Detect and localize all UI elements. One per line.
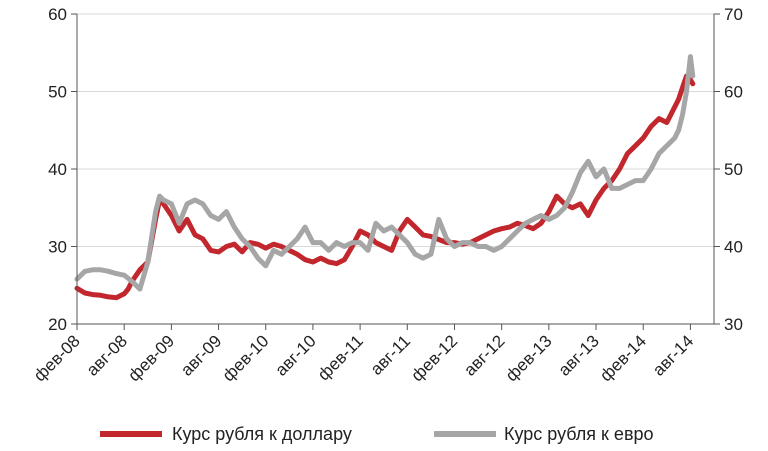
right-y-axis-ticks: 30 40 50 60 70 bbox=[714, 5, 743, 334]
x-tick-label: авг-14 bbox=[649, 331, 697, 379]
left-tick-label: 50 bbox=[48, 83, 67, 102]
right-tick-label: 70 bbox=[724, 5, 743, 24]
left-tick-label: 40 bbox=[48, 160, 67, 179]
series-line-eur bbox=[74, 54, 696, 292]
left-y-axis-ticks: 20 30 40 50 60 bbox=[48, 5, 77, 334]
legend-label-eur: Курс рубля к евро bbox=[504, 424, 654, 444]
right-tick-label: 40 bbox=[724, 238, 743, 257]
x-tick-label: авг-10 bbox=[271, 331, 319, 379]
series-lines bbox=[74, 54, 696, 301]
legend-label-usd: Курс рубля к доллару bbox=[172, 424, 352, 444]
legend: Курс рубля к доллару Курс рубля к евро bbox=[100, 424, 654, 444]
right-tick-label: 50 bbox=[724, 160, 743, 179]
left-tick-label: 20 bbox=[48, 315, 67, 334]
x-tick-label: фев-12 bbox=[408, 331, 462, 385]
x-tick-label: фев-08 bbox=[30, 331, 84, 385]
x-tick-label: фев-11 bbox=[314, 331, 367, 384]
right-tick-label: 30 bbox=[724, 315, 743, 334]
left-tick-label: 30 bbox=[48, 238, 67, 257]
x-axis-ticks: фев-08авг-08фев-09авг-09фев-10авг-10фев-… bbox=[30, 324, 697, 385]
series-line-usd bbox=[74, 73, 696, 301]
x-tick-label: фев-09 bbox=[124, 331, 178, 385]
x-tick-label: фев-10 bbox=[219, 331, 273, 385]
left-tick-label: 60 bbox=[48, 5, 67, 24]
x-tick-label: фев-13 bbox=[502, 331, 556, 385]
right-tick-label: 60 bbox=[724, 83, 743, 102]
x-tick-label: фев-14 bbox=[596, 331, 650, 385]
